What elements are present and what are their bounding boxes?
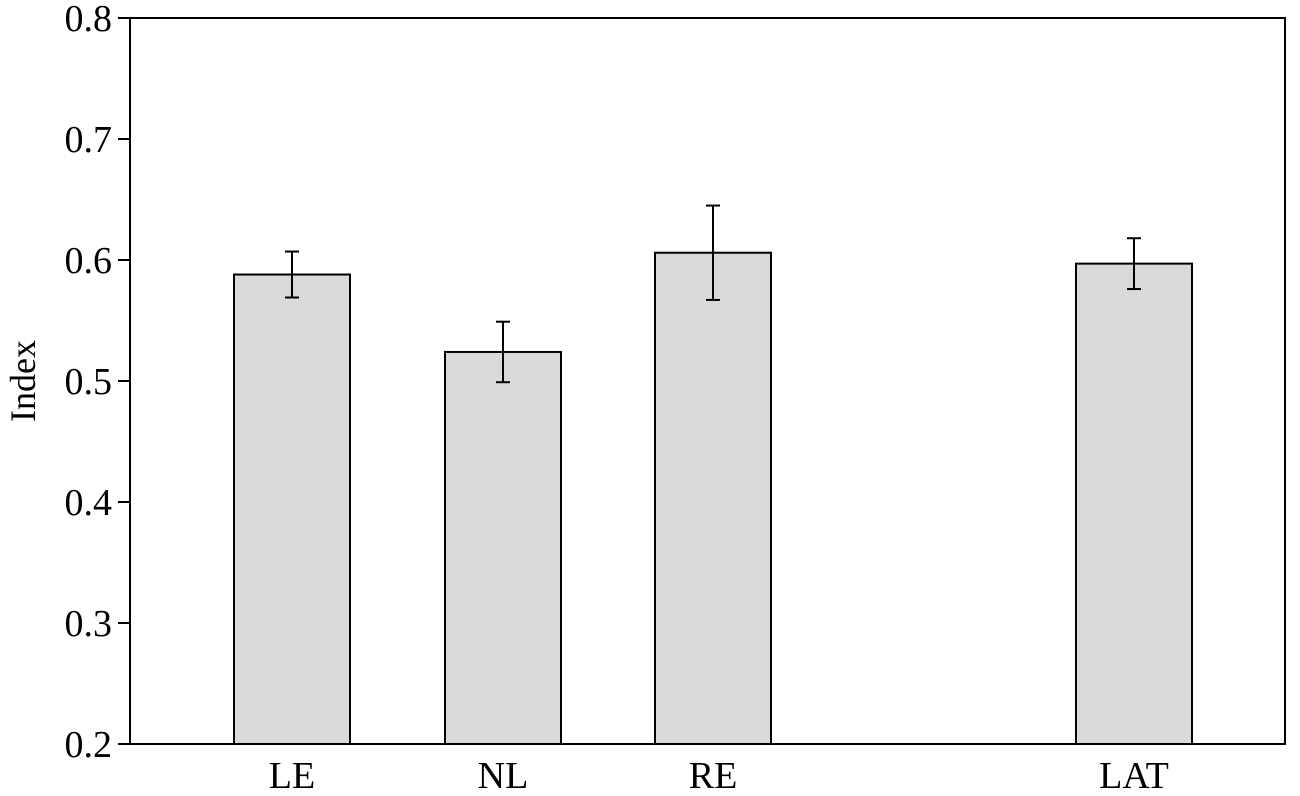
bar-nl (444, 350, 562, 745)
y-tick-label: 0.8 (65, 0, 113, 40)
x-axis-labels: LE NL RE LAT (269, 755, 1169, 796)
y-tick-label: 0.4 (65, 482, 113, 524)
y-axis-title: Index (3, 340, 43, 422)
bar-re (654, 251, 772, 746)
x-category-label: LE (269, 755, 315, 796)
y-tick-label: 0.2 (65, 724, 113, 766)
y-axis-ticks: 0.2 0.3 0.4 0.5 0.6 0.7 0.8 (65, 0, 130, 766)
bar-le (233, 273, 351, 745)
error-bars (285, 204, 1141, 384)
bars (233, 251, 1193, 746)
x-category-label: NL (478, 755, 529, 796)
x-category-label: LAT (1099, 755, 1169, 796)
y-tick-label: 0.7 (65, 119, 113, 161)
y-tick-label: 0.5 (65, 361, 113, 403)
bar-lat (1075, 262, 1193, 745)
y-tick-label: 0.6 (65, 240, 113, 282)
y-tick-label: 0.3 (65, 603, 113, 645)
x-category-label: RE (689, 755, 738, 796)
